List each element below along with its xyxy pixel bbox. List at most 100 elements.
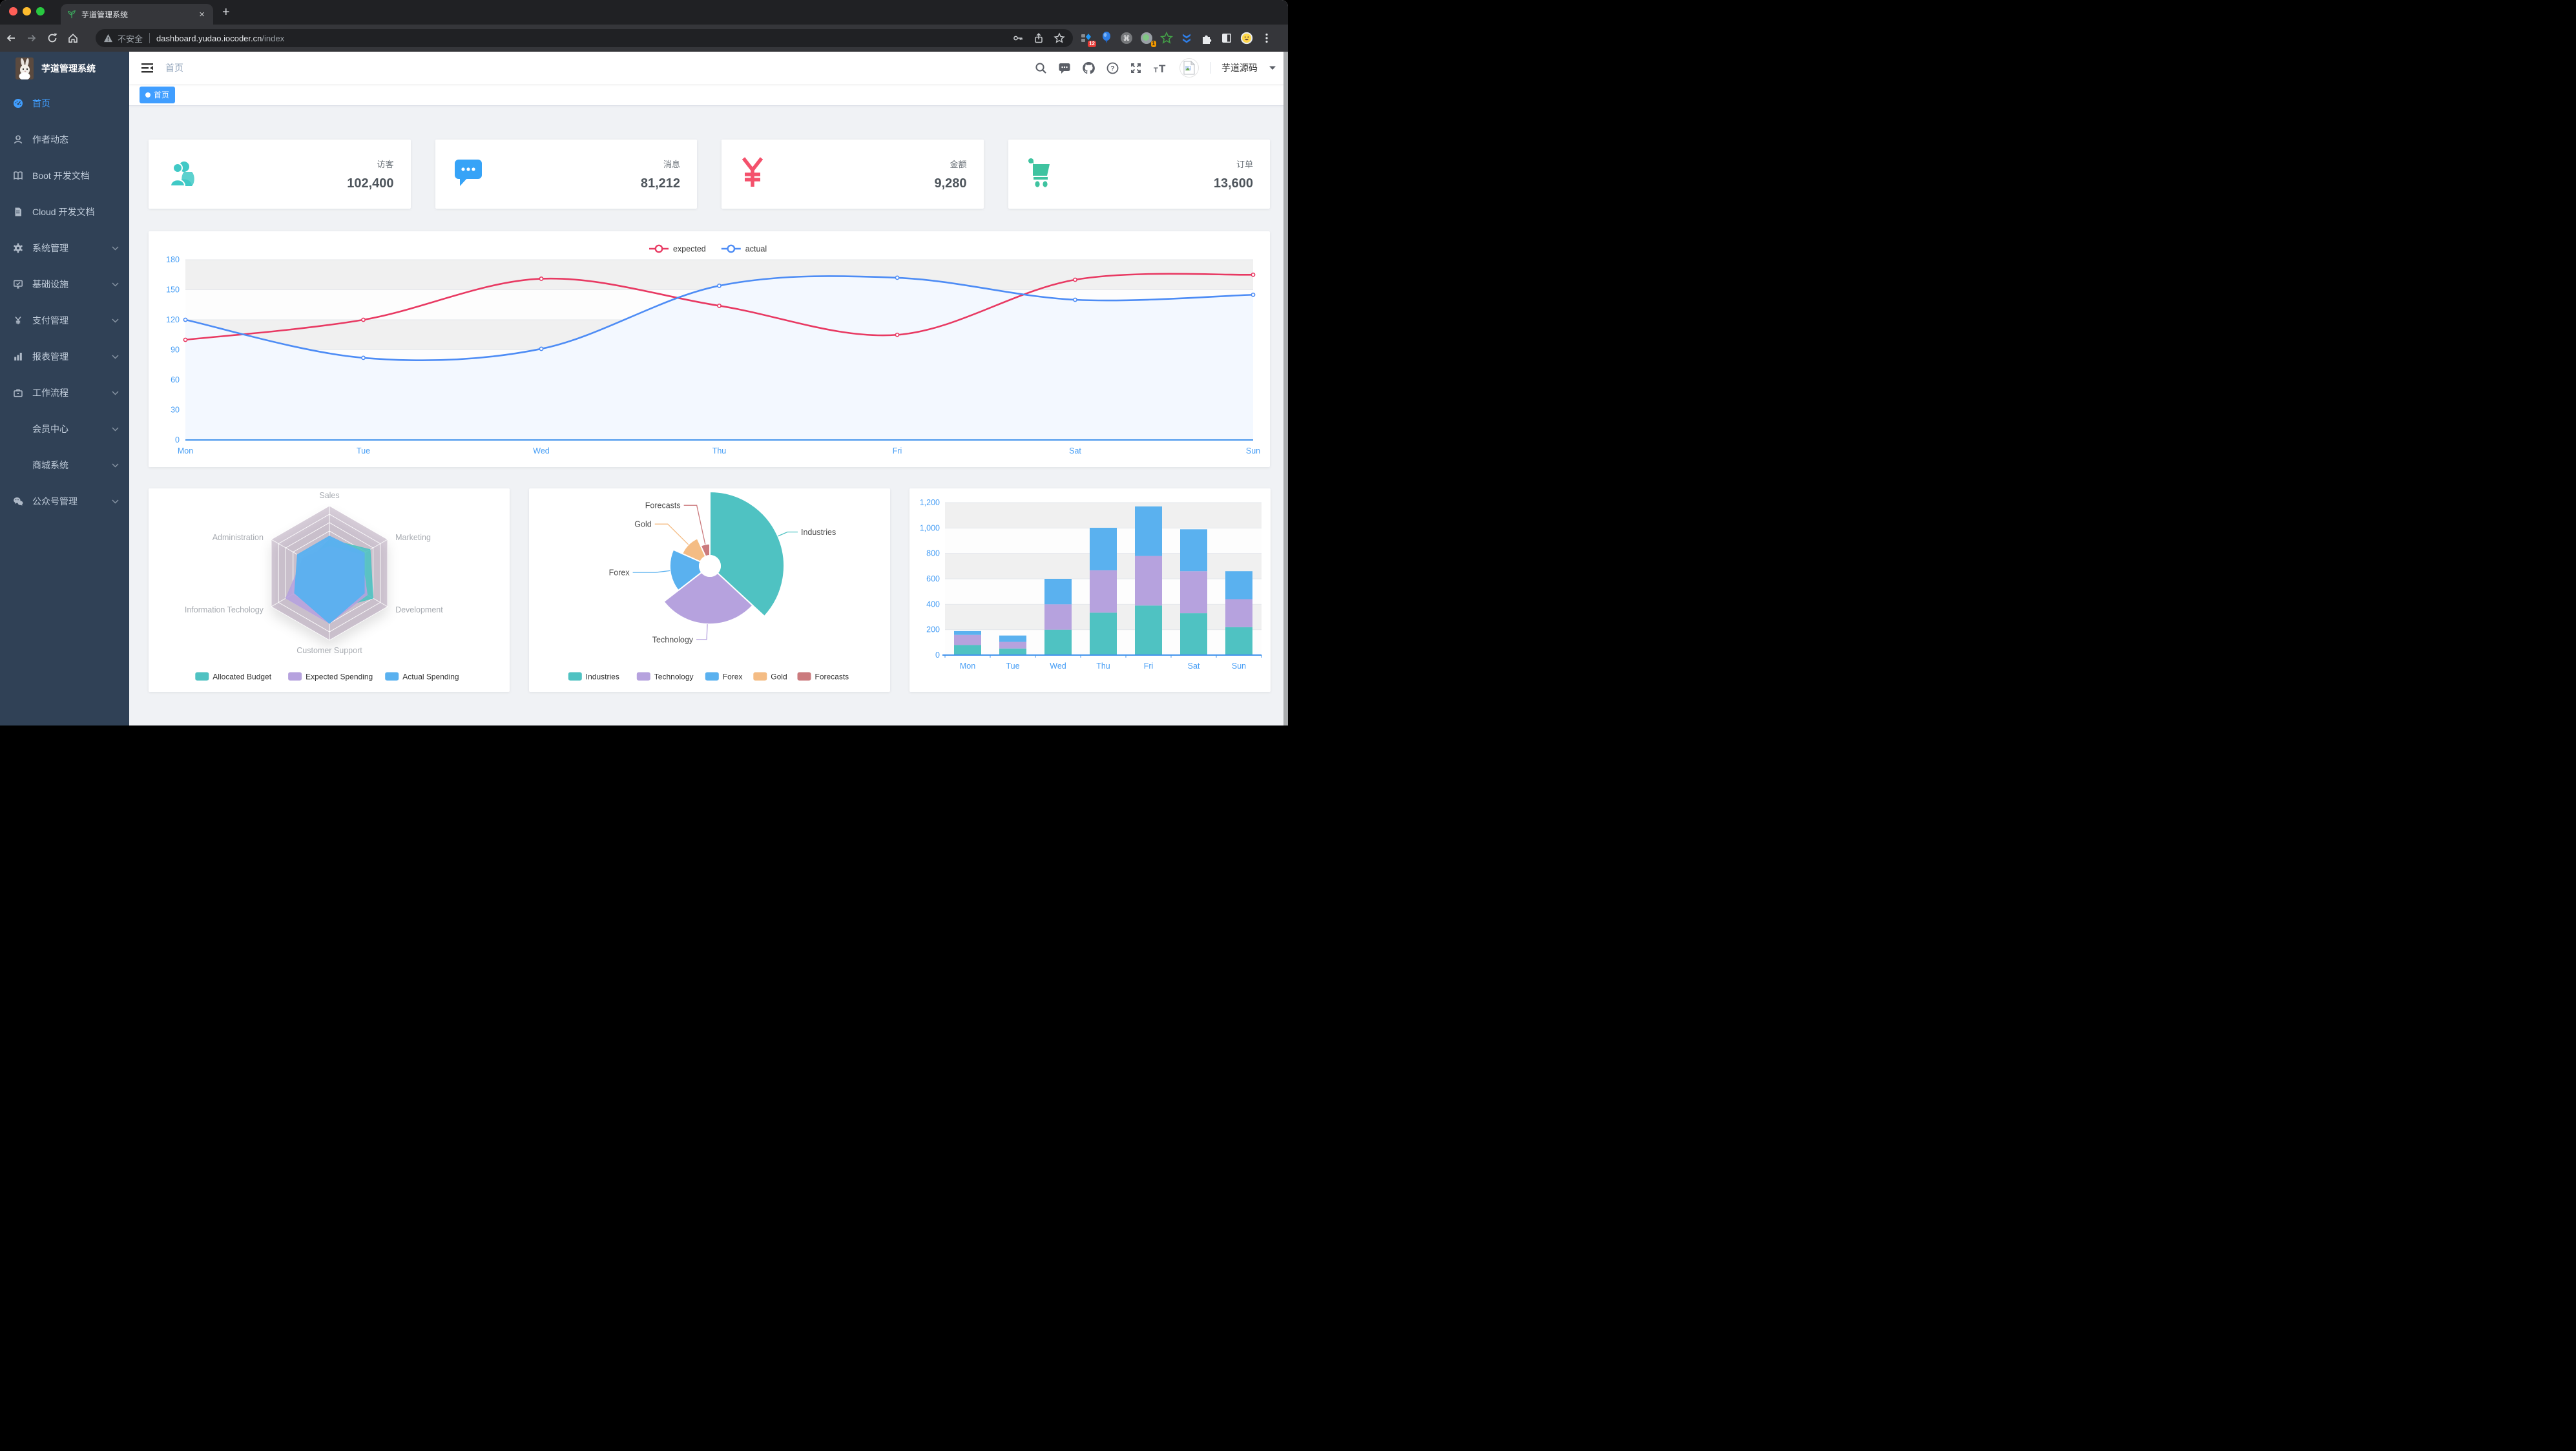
- pie-chart[interactable]: Industries Technology Forex Gold Forecasts In…: [529, 488, 890, 695]
- side-panel-icon[interactable]: [1220, 32, 1233, 45]
- extension-recorder-icon[interactable]: 1: [1140, 32, 1156, 47]
- username-label[interactable]: 芋道源码: [1221, 63, 1258, 73]
- svg-text:0: 0: [175, 435, 180, 444]
- sidebar-item-6[interactable]: 支付管理: [0, 302, 129, 339]
- legend-item[interactable]: Industries: [568, 672, 619, 682]
- chevron-down-icon: [112, 391, 119, 395]
- fullscreen-icon[interactable]: [1130, 62, 1142, 74]
- user-caret-down-icon[interactable]: [1269, 65, 1276, 70]
- back-icon[interactable]: [5, 32, 17, 44]
- bar-segment[interactable]: [1044, 629, 1072, 655]
- sidebar-item-9[interactable]: 会员中心: [0, 411, 129, 447]
- legend-item[interactable]: Forecasts: [797, 672, 849, 682]
- svg-text:Development: Development: [395, 605, 443, 614]
- browser-tab[interactable]: 芋道管理系统 ×: [61, 4, 213, 25]
- sidebar-item-3[interactable]: Cloud 开发文档: [0, 194, 129, 230]
- svg-text:Mon: Mon: [178, 446, 193, 455]
- window-minimize-button[interactable]: [23, 7, 31, 16]
- legend-item[interactable]: Allocated Budget: [195, 672, 272, 682]
- sidebar-item-0[interactable]: 首页: [0, 85, 129, 121]
- bookmark-star-icon[interactable]: [1054, 32, 1065, 44]
- stat-card-3[interactable]: 订单 13,600: [1008, 140, 1270, 209]
- forward-icon[interactable]: [26, 32, 37, 44]
- sidebar-item-1[interactable]: 作者动态: [0, 121, 129, 158]
- line-chart-card: 0 30 60 90 120 150 180 Mon Tue Wed Thu Fri Sat Sun exp…: [149, 231, 1270, 467]
- stat-card-1[interactable]: 消息 81,212: [435, 140, 697, 209]
- legend-item[interactable]: Gold: [753, 672, 787, 682]
- window-edge-scrollbar[interactable]: [1283, 52, 1288, 725]
- password-key-icon[interactable]: [1012, 32, 1024, 44]
- legend-item[interactable]: expected: [649, 245, 706, 254]
- app-logo[interactable]: 芋道管理系统: [0, 52, 129, 85]
- extension-green-star-icon[interactable]: [1160, 32, 1173, 45]
- tag-active-dot: [145, 92, 151, 98]
- stat-card-2[interactable]: 金额 9,280: [722, 140, 984, 209]
- extension-script-manager-icon[interactable]: 12: [1080, 32, 1096, 47]
- window-close-button[interactable]: [9, 7, 17, 16]
- bar-segment[interactable]: [1135, 556, 1162, 606]
- sidebar-collapse-icon[interactable]: [141, 61, 154, 74]
- sidebar-item-8[interactable]: 工作流程: [0, 375, 129, 411]
- profile-avatar-icon[interactable]: [1240, 32, 1253, 45]
- svg-text:Information Techology: Information Techology: [185, 605, 264, 614]
- bar-segment[interactable]: [1180, 571, 1207, 614]
- svg-text:Customer Support: Customer Support: [296, 646, 362, 655]
- tag-home[interactable]: 首页: [140, 86, 176, 103]
- extension-balloon-icon[interactable]: [1100, 32, 1113, 45]
- home-icon[interactable]: [67, 32, 79, 44]
- search-icon[interactable]: [1035, 62, 1047, 74]
- bar-segment[interactable]: [999, 648, 1026, 655]
- extensions-puzzle-icon[interactable]: [1200, 32, 1213, 45]
- bar-segment[interactable]: [954, 634, 981, 645]
- window-zoom-button[interactable]: [36, 7, 45, 16]
- legend-item[interactable]: Expected Spending: [288, 672, 373, 682]
- extension-badge: 1: [1150, 41, 1156, 47]
- sidebar-item-2[interactable]: Boot 开发文档: [0, 158, 129, 194]
- bar-segment[interactable]: [1135, 605, 1162, 655]
- line-chart[interactable]: 0 30 60 90 120 150 180 Mon Tue Wed Thu Fri Sat Sun exp…: [149, 231, 1270, 470]
- github-icon[interactable]: [1082, 61, 1096, 74]
- extension-command-icon[interactable]: ⌘: [1120, 32, 1133, 45]
- bar-segment[interactable]: [1044, 604, 1072, 630]
- bar-segment[interactable]: [1225, 571, 1252, 600]
- legend-item[interactable]: Forex: [705, 672, 743, 682]
- help-question-icon[interactable]: ?: [1106, 62, 1119, 74]
- new-tab-button[interactable]: +: [222, 5, 230, 19]
- user-avatar-broken-image-icon[interactable]: [1179, 58, 1199, 78]
- radar-chart[interactable]: Sales Administration Information Techology…: [149, 488, 510, 695]
- sidebar-item-4[interactable]: 系统管理: [0, 230, 129, 266]
- reload-icon[interactable]: [47, 32, 58, 44]
- bar-segment[interactable]: [1180, 529, 1207, 572]
- sidebar-item-11[interactable]: 公众号管理: [0, 483, 129, 519]
- stats-row: 访客 102,400 消息 81,212 金额 9,280 订单 13,600: [149, 140, 1270, 209]
- bar-segment[interactable]: [1044, 579, 1072, 605]
- sidebar-item-5[interactable]: 基础设施: [0, 266, 129, 302]
- stat-card-0[interactable]: 访客 102,400: [149, 140, 411, 209]
- sidebar-item-10[interactable]: 商城系统: [0, 447, 129, 483]
- legend-item[interactable]: Actual Spending: [385, 672, 459, 682]
- share-icon[interactable]: [1033, 32, 1044, 44]
- extension-chevrons-icon[interactable]: [1180, 32, 1193, 45]
- bar-segment[interactable]: [954, 631, 981, 635]
- bar-chart[interactable]: 0 200 400 600 800 1,000 1,200 Mon Tue Wed Thu Fri Sa…: [909, 488, 1271, 695]
- bar-segment[interactable]: [1090, 612, 1117, 655]
- bar-segment[interactable]: [1225, 627, 1252, 655]
- bar-segment[interactable]: [1135, 506, 1162, 556]
- legend-item[interactable]: actual: [721, 245, 767, 254]
- bar-segment[interactable]: [1180, 613, 1207, 655]
- message-icon[interactable]: [1058, 62, 1071, 74]
- address-bar[interactable]: 不安全 dashboard.yudao.iocoder.cn/index: [96, 29, 1073, 47]
- browser-menu-icon[interactable]: [1260, 32, 1273, 45]
- bar-segment[interactable]: [999, 642, 1026, 649]
- bar-segment[interactable]: [1090, 527, 1117, 570]
- bar-segment[interactable]: [999, 635, 1026, 642]
- bar-segment[interactable]: [1090, 570, 1117, 613]
- legend-item[interactable]: Technology: [636, 672, 694, 682]
- bar-segment[interactable]: [954, 645, 981, 655]
- document-icon: [15, 207, 21, 216]
- tab-close-icon[interactable]: ×: [199, 8, 205, 20]
- sidebar-item-7[interactable]: 报表管理: [0, 339, 129, 375]
- bar-segment[interactable]: [1225, 599, 1252, 627]
- sidebar-item-label: 会员中心: [32, 424, 68, 434]
